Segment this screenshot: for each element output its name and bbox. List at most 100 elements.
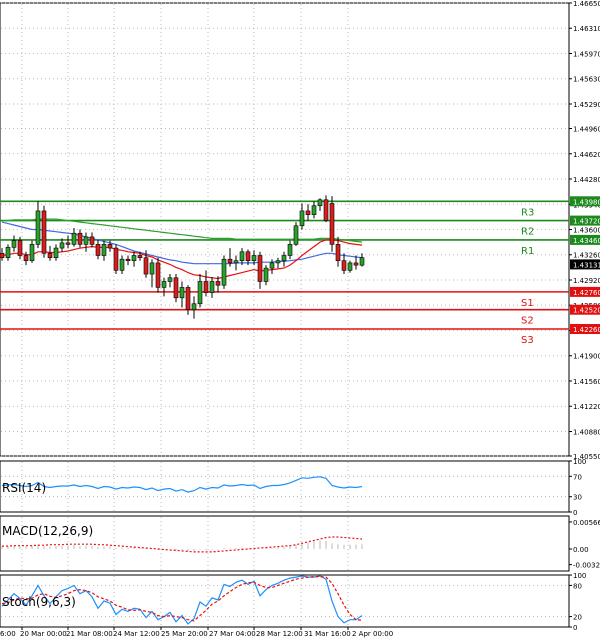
macd-title: MACD(12,26,9) xyxy=(2,524,93,538)
candle-body xyxy=(281,255,287,261)
level-name-s1: S1 xyxy=(521,298,534,309)
pivot-level-labels: 1.43980 1.43720 1.43460 1.42760 1.42520 1.422… xyxy=(570,196,600,335)
candle-body xyxy=(269,262,275,269)
candle xyxy=(311,201,317,219)
candle xyxy=(161,277,167,297)
candle xyxy=(245,249,251,266)
candle xyxy=(41,205,47,258)
candle-body xyxy=(11,240,17,248)
candle-body xyxy=(77,232,83,245)
time-label-3: 24 Mar 12:00 xyxy=(113,630,160,638)
candle-body xyxy=(35,210,41,245)
candle-body xyxy=(329,203,335,245)
candle xyxy=(239,248,245,266)
level-price-box-s2 xyxy=(570,304,600,315)
candle-body xyxy=(71,232,77,245)
candle-body xyxy=(305,210,311,215)
candle-body xyxy=(215,281,221,286)
candle xyxy=(23,251,29,266)
candle xyxy=(341,253,347,275)
time-label-2: 21 Mar 08:00 xyxy=(66,630,113,638)
level-price-box-r2 xyxy=(570,215,600,226)
candle-body xyxy=(245,251,251,261)
candle-body xyxy=(275,260,281,264)
macd-panel-frame xyxy=(0,515,570,572)
candle xyxy=(143,250,149,278)
candle-body xyxy=(263,267,269,282)
candle-body xyxy=(65,242,71,245)
candlesticks xyxy=(0,195,365,319)
candle xyxy=(299,203,305,230)
rsi-axis-tick-label-2: 30 xyxy=(573,494,582,502)
candle-body xyxy=(119,258,125,271)
candle xyxy=(83,232,89,252)
candle-body xyxy=(143,257,149,275)
rsi-panel[interactable]: 100 70 30 0 RSI(14) xyxy=(0,458,586,517)
candle xyxy=(17,236,23,260)
macd-axis-tick-label-2: -0.00326 xyxy=(573,562,600,570)
candle-body xyxy=(113,247,119,271)
candle xyxy=(35,201,41,249)
candle-body xyxy=(239,251,245,261)
candle-body xyxy=(107,244,113,249)
moving-averages xyxy=(1,218,363,280)
candle xyxy=(305,204,311,221)
macd-histogram xyxy=(1,540,363,552)
macd-panel[interactable]: 0.005664 0.00 -0.00326 MACD(12,26,9) xyxy=(0,515,600,572)
candle-body xyxy=(203,281,209,293)
price-axis-tick-label-17: 1.40880 xyxy=(573,428,600,436)
level-price-label-s2: 1.42520 xyxy=(573,307,600,315)
candle xyxy=(251,250,257,266)
price-axis-tick-label-16: 1.41220 xyxy=(573,403,600,411)
level-price-label-s1: 1.42760 xyxy=(573,289,600,297)
candle xyxy=(0,248,5,261)
price-axis-tick-label-15: 1.41560 xyxy=(573,378,600,386)
time-axis: 6:00 20 Mar 00:00 21 Mar 08:00 24 Mar 12:00… xyxy=(0,627,393,638)
candle xyxy=(101,240,107,261)
candle-body xyxy=(197,281,203,305)
candle xyxy=(119,255,125,275)
price-axis-tick-label-5: 1.44960 xyxy=(573,126,600,134)
level-name-r2: R2 xyxy=(521,227,534,238)
candle xyxy=(185,285,191,315)
candle-body xyxy=(0,252,5,259)
stoch-axis-tick-label-0: 100 xyxy=(573,572,586,580)
candle-body xyxy=(125,258,131,261)
candle xyxy=(53,244,59,261)
current-price-box xyxy=(570,259,600,270)
candle xyxy=(203,270,209,297)
rsi-axis-tick-label-0: 100 xyxy=(573,458,586,466)
price-panel[interactable]: R3 R2 R1 S1 S2 S3 1.46650 1.46310 1.45970 1.4563… xyxy=(0,0,600,461)
candle xyxy=(155,257,161,293)
time-label-1: 20 Mar 00:00 xyxy=(20,630,67,638)
rsi-panel-frame xyxy=(0,460,570,513)
candle xyxy=(59,238,65,252)
macd-axis: 0.005664 0.00 -0.00326 xyxy=(569,519,600,570)
candle xyxy=(197,274,203,308)
candle-body xyxy=(335,244,341,261)
candle xyxy=(65,235,71,249)
candle xyxy=(29,240,35,263)
candle-body xyxy=(161,281,167,288)
candle-body xyxy=(221,258,227,286)
level-price-box-r3 xyxy=(570,196,600,207)
level-name-s3: S3 xyxy=(521,335,534,346)
candle-body xyxy=(131,255,137,261)
price-axis-tick-label-4: 1.45290 xyxy=(573,101,600,109)
rsi-axis-tick-label-3: 0 xyxy=(573,509,577,517)
stoch-panel[interactable]: 100 80 20 0 Stoch(9,6,3) xyxy=(0,572,586,632)
candle-body xyxy=(341,260,347,271)
price-axis-tick-label-18: 1.40550 xyxy=(573,453,600,461)
candle-body xyxy=(317,199,323,207)
candle xyxy=(11,235,17,252)
candle xyxy=(215,276,221,293)
stoch-line-0 xyxy=(1,575,363,625)
candle xyxy=(257,251,263,289)
candle xyxy=(353,255,359,270)
stoch-axis: 100 80 20 0 xyxy=(569,572,586,632)
time-label-8: 2 Apr 00:00 xyxy=(352,630,393,638)
price-axis-tick-label-14: 1.41900 xyxy=(573,353,600,361)
candle-body xyxy=(41,210,47,254)
price-axis-tick-label-3: 1.45630 xyxy=(573,76,600,84)
